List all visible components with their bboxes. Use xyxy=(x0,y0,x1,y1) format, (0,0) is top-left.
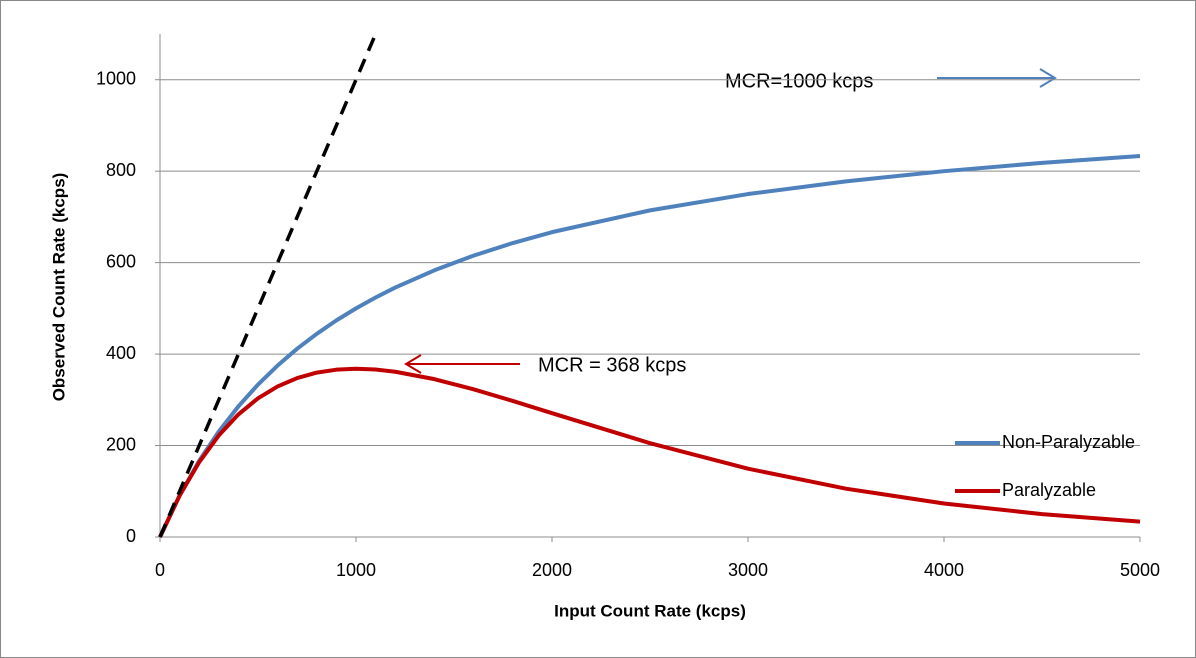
legend-label: Non-Paralyzable xyxy=(1002,432,1135,452)
y-tick-label: 400 xyxy=(106,343,136,363)
x-tick-label: 5000 xyxy=(1120,560,1160,580)
data-line xyxy=(158,366,1141,538)
y-tick-label: 800 xyxy=(106,160,136,180)
annotation: MCR=1000 kcps xyxy=(725,70,873,92)
y-tick-label: 600 xyxy=(106,251,136,271)
x-tick-label: 4000 xyxy=(924,560,964,580)
x-tick-label: 3000 xyxy=(728,560,768,580)
y-tick-label: 200 xyxy=(106,434,136,454)
y-axis-title: Observed Count Rate (kcps) xyxy=(49,173,68,402)
x-axis-title: Input Count Rate (kcps) xyxy=(554,601,746,620)
annotation: MCR = 368 kcps xyxy=(538,354,686,376)
x-tick-label: 0 xyxy=(155,560,165,580)
y-tick-label: 0 xyxy=(126,526,136,546)
annotation-arrow xyxy=(937,68,1057,88)
legend-label: Paralyzable xyxy=(1002,480,1096,500)
data-line xyxy=(158,153,1141,538)
annotation-arrow xyxy=(404,354,520,374)
x-tick-label: 2000 xyxy=(532,560,572,580)
y-tick-label: 1000 xyxy=(96,68,136,88)
x-tick-label: 1000 xyxy=(336,560,376,580)
